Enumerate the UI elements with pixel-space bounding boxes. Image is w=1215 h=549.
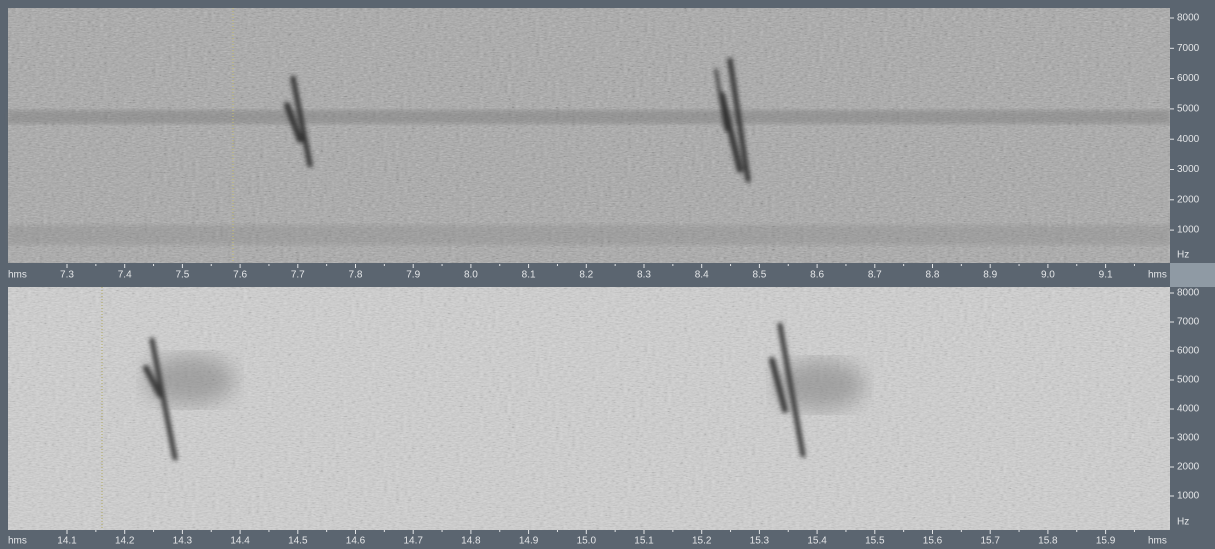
time-tick-label: 7.3 xyxy=(60,270,74,281)
freq-tick-label: 6000 xyxy=(1177,346,1200,357)
time-tick-label: 8.0 xyxy=(464,270,478,281)
freq-tick-label: 5000 xyxy=(1177,104,1200,115)
time-unit-label: hms xyxy=(8,270,27,281)
spectrogram-app: hms hms 7.3 7.4 7.5 7.6 7.7 7.8 7.9 8.0 8.1 8.2 8.3 8… xyxy=(0,0,1215,549)
freq-unit-label: Hz xyxy=(1177,250,1189,261)
time-tick-label: 8.4 xyxy=(695,270,709,281)
time-tick-label: 15.4 xyxy=(807,536,827,547)
time-tick-label: 14.4 xyxy=(230,536,250,547)
noise-band xyxy=(8,225,1170,245)
time-tick-label: 8.8 xyxy=(926,270,940,281)
time-tick-label: 15.5 xyxy=(865,536,885,547)
time-unit-label: hms xyxy=(8,536,27,547)
freq-tick-label: 3000 xyxy=(1177,433,1200,444)
time-tick-label: 15.0 xyxy=(577,536,597,547)
time-tick-label: 14.2 xyxy=(115,536,135,547)
spectrogram-view: hms hms 7.3 7.4 7.5 7.6 7.7 7.8 7.9 8.0 8.1 8.2 8.3 8… xyxy=(0,0,1215,549)
time-tick-label: 15.2 xyxy=(692,536,712,547)
noise-bottom xyxy=(8,287,1170,530)
freq-tick-label: 8000 xyxy=(1177,13,1200,24)
freq-tick-label: 6000 xyxy=(1177,73,1200,84)
freq-tick-label: 8000 xyxy=(1177,288,1200,299)
time-tick-label: 8.7 xyxy=(868,270,882,281)
freq-tick-label: 2000 xyxy=(1177,462,1200,473)
time-tick-label: 8.3 xyxy=(637,270,651,281)
freq-tick-label: 7000 xyxy=(1177,317,1200,328)
time-unit-label: hms xyxy=(1148,270,1167,281)
axis-corner xyxy=(1170,263,1215,287)
freq-tick-label: 3000 xyxy=(1177,164,1200,175)
freq-tick-label: 4000 xyxy=(1177,134,1200,145)
time-tick-label: 14.9 xyxy=(519,536,539,547)
freq-tick-label: 1000 xyxy=(1177,225,1200,236)
time-tick-label: 7.6 xyxy=(233,270,247,281)
time-tick-label: 15.7 xyxy=(980,536,1000,547)
time-tick-label: 7.7 xyxy=(291,270,305,281)
time-tick-label: 8.9 xyxy=(983,270,997,281)
noise-top xyxy=(8,8,1170,263)
freq-unit-label: Hz xyxy=(1177,517,1189,528)
time-tick-label: 15.6 xyxy=(923,536,943,547)
time-tick-label: 7.9 xyxy=(406,270,420,281)
freq-tick-label: 4000 xyxy=(1177,404,1200,415)
time-tick-label: 8.5 xyxy=(752,270,766,281)
time-tick-label: 14.8 xyxy=(461,536,481,547)
time-tick-label: 15.8 xyxy=(1038,536,1058,547)
freq-tick-label: 7000 xyxy=(1177,43,1200,54)
time-tick-label: 15.1 xyxy=(634,536,654,547)
time-tick-label: 9.0 xyxy=(1041,270,1055,281)
time-tick-label: 8.2 xyxy=(579,270,593,281)
time-tick-label: 8.6 xyxy=(810,270,824,281)
time-tick-label: 7.4 xyxy=(118,270,132,281)
time-tick-label: 15.9 xyxy=(1096,536,1116,547)
time-unit-label: hms xyxy=(1148,536,1167,547)
time-tick-label: 14.7 xyxy=(403,536,423,547)
time-tick-label: 14.5 xyxy=(288,536,308,547)
time-tick-label: 14.6 xyxy=(346,536,366,547)
freq-tick-label: 5000 xyxy=(1177,375,1200,386)
time-tick-label: 7.8 xyxy=(349,270,363,281)
freq-tick-label: 1000 xyxy=(1177,491,1200,502)
time-tick-label: 8.1 xyxy=(522,270,536,281)
noise-band xyxy=(8,110,1170,124)
time-tick-label: 14.1 xyxy=(57,536,77,547)
freq-tick-label: 2000 xyxy=(1177,194,1200,205)
time-tick-label: 15.3 xyxy=(750,536,770,547)
time-tick-label: 7.5 xyxy=(175,270,189,281)
time-tick-label: 9.1 xyxy=(1099,270,1113,281)
time-tick-label: 14.3 xyxy=(173,536,193,547)
